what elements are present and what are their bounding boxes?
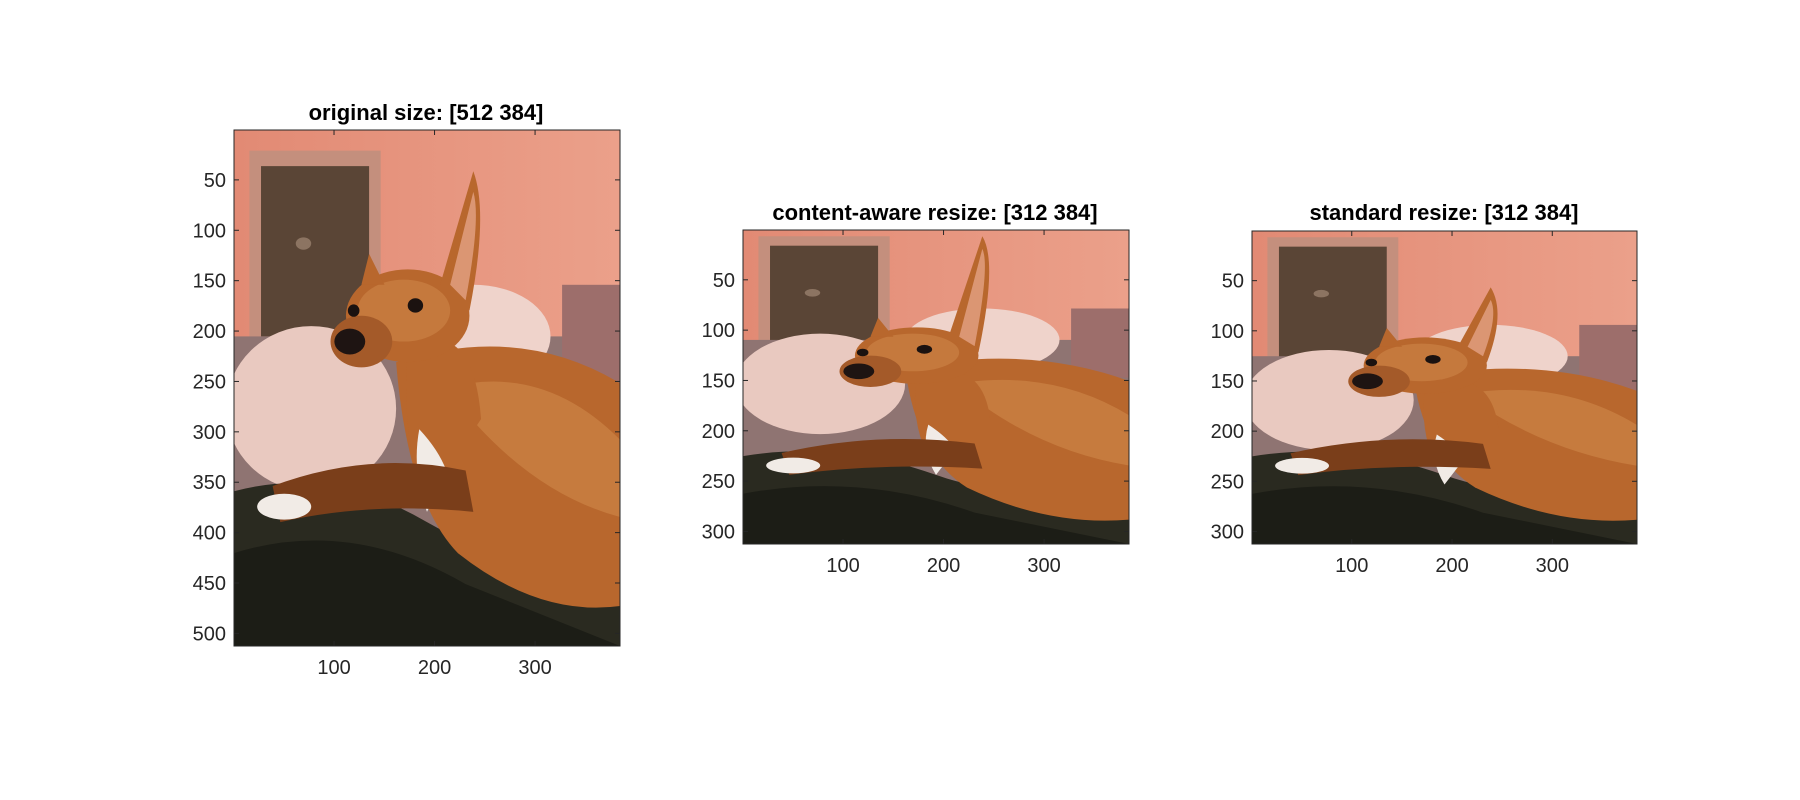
xtick-label: 100	[826, 555, 859, 577]
ytick-label: 200	[702, 421, 735, 443]
ytick-label: 300	[193, 422, 226, 444]
ytick-label: 150	[193, 271, 226, 293]
image-original	[233, 129, 621, 647]
photo-standard	[1252, 231, 1637, 544]
xtick-label: 200	[1435, 555, 1468, 577]
ytick-label: 50	[713, 270, 735, 292]
photo-content-aware	[743, 230, 1129, 544]
ticks-content-aware: 100 200 300 50 100 150 200 250 300	[702, 230, 1129, 577]
xtick-label: 300	[1536, 555, 1569, 577]
ytick-label: 150	[702, 370, 735, 392]
ytick-label: 200	[1211, 421, 1244, 443]
ytick-label: 400	[193, 523, 226, 545]
ytick-label: 50	[204, 170, 226, 192]
ytick-label: 500	[193, 623, 226, 645]
ytick-label: 100	[193, 220, 226, 242]
xtick-label: 100	[317, 657, 350, 679]
ticks-original: 100 200 300 50 100 150 200 250 300 350 400 450 500	[193, 130, 620, 679]
ytick-label: 100	[1211, 321, 1244, 343]
ytick-label: 250	[1211, 471, 1244, 493]
image-standard	[1251, 230, 1638, 545]
xtick-label: 300	[518, 657, 551, 679]
ytick-label: 200	[193, 321, 226, 343]
xtick-label: 100	[1335, 555, 1368, 577]
ytick-label: 450	[193, 573, 226, 595]
xtick-label: 200	[418, 657, 451, 679]
ytick-label: 50	[1222, 271, 1244, 293]
ytick-label: 250	[193, 371, 226, 393]
panel-title-standard: standard resize: [312 384]	[1309, 200, 1579, 225]
photo-original	[234, 130, 620, 646]
xtick-label: 200	[927, 555, 960, 577]
ytick-label: 350	[193, 472, 226, 494]
xtick-label: 300	[1027, 555, 1060, 577]
panel-title-original: original size: [512 384]	[308, 100, 544, 125]
ytick-label: 150	[1211, 371, 1244, 393]
image-content-aware	[742, 229, 1130, 545]
ytick-label: 300	[1211, 521, 1244, 543]
panel-title-content-aware: content-aware resize: [312 384]	[772, 200, 1098, 225]
ytick-label: 300	[702, 521, 735, 543]
ytick-label: 100	[702, 320, 735, 342]
ytick-label: 250	[702, 471, 735, 493]
ticks-standard: 100 200 300 50 100 150 200 250 300	[1211, 231, 1637, 577]
